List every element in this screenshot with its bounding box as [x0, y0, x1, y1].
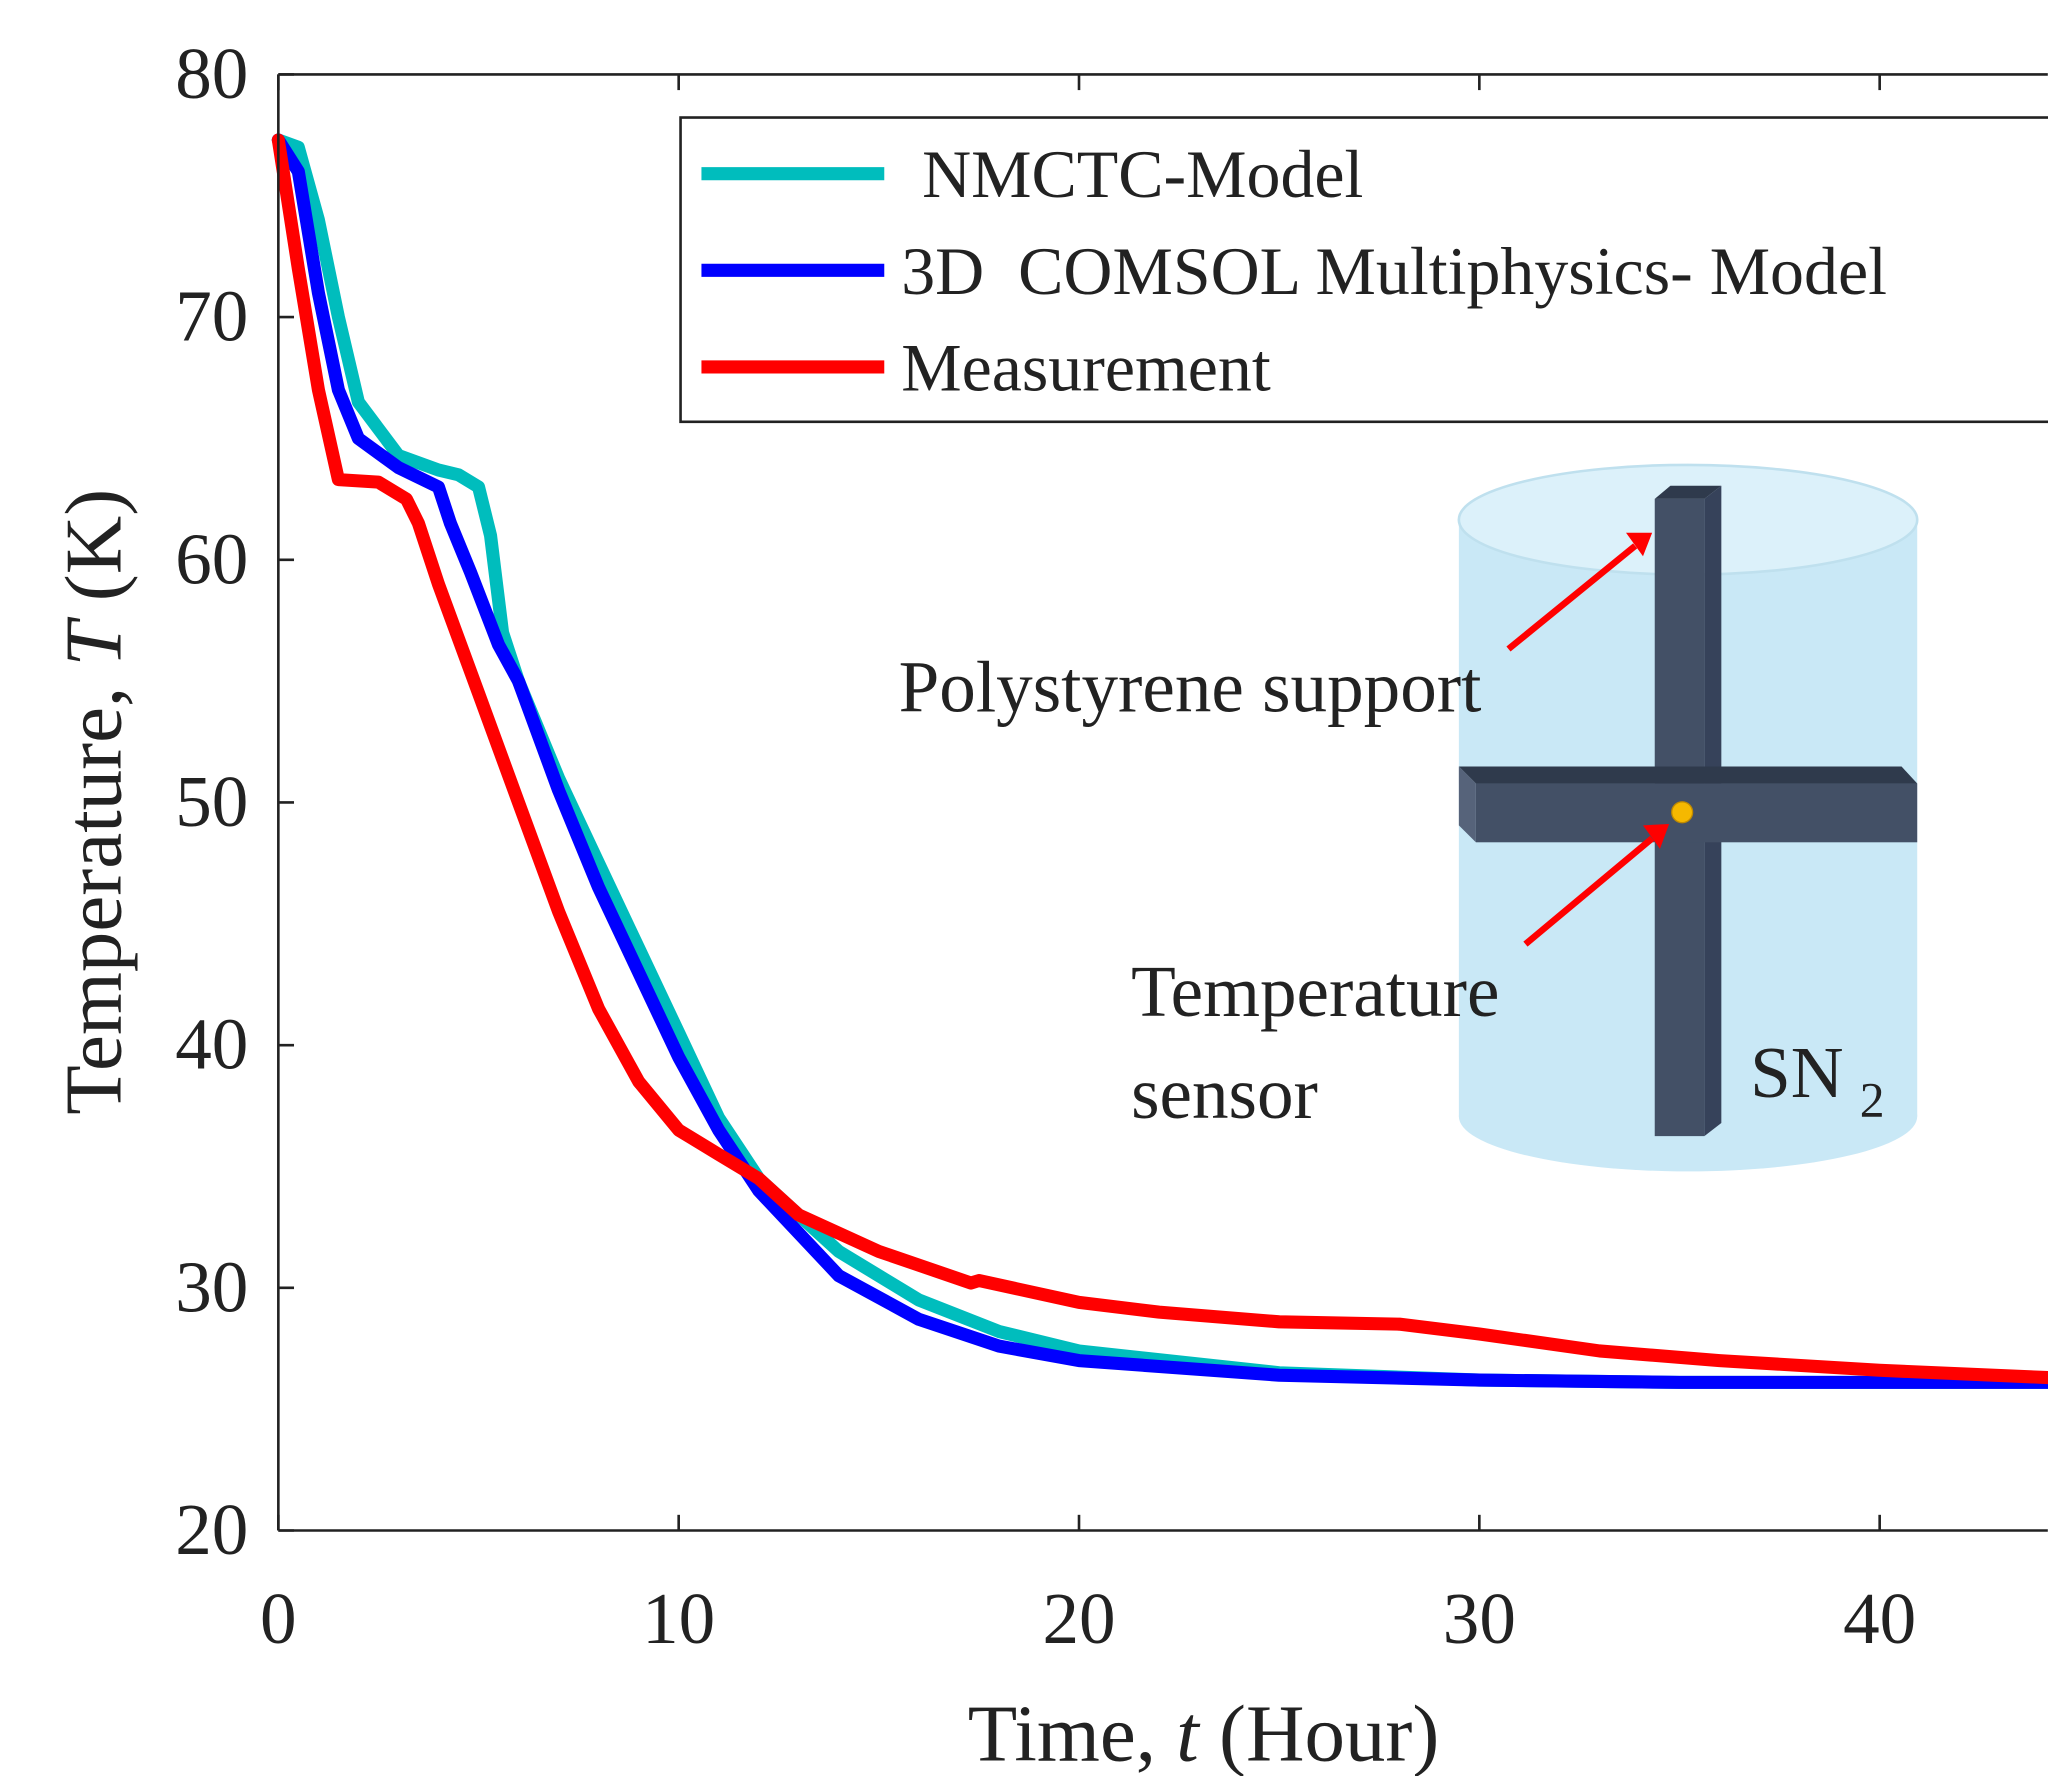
x-tick-label: 10 [642, 1578, 715, 1659]
x-tick-label: 30 [1443, 1578, 1516, 1659]
series-line [271, 133, 2048, 1389]
label-part: (Hour) [1199, 1688, 1440, 1776]
y-tick-label: 80 [175, 33, 248, 114]
y-tick-label: 20 [175, 1489, 248, 1570]
y-tick-label: 70 [175, 276, 248, 357]
arrow-head [1642, 824, 1670, 849]
legend-label: Measurement [901, 329, 1271, 405]
y-tick-label: 50 [175, 761, 248, 842]
label-part: T [48, 616, 138, 666]
y-tick-label: 60 [175, 518, 248, 599]
x-tick-label: 0 [260, 1578, 297, 1659]
series-line [271, 133, 2048, 1389]
annotation: 2 [1860, 1073, 1885, 1128]
arrow-head [1626, 532, 1653, 557]
bar-top [1654, 485, 1722, 499]
hbar-side [1458, 766, 1476, 843]
y-tick-label: 40 [175, 1004, 248, 1085]
annotation: Temperature [1131, 951, 1499, 1032]
label-part: Time, [968, 1688, 1176, 1776]
label-part: (K) [48, 489, 138, 622]
label-part: t [1176, 1688, 1201, 1776]
y-axis-label: Temperature, T (K) [48, 489, 138, 1115]
label-part: Temperature, [48, 666, 138, 1114]
arrow [1506, 543, 1638, 652]
annotation: Polystyrene support [899, 647, 1482, 728]
legend-box [679, 116, 2048, 424]
annotation: sensor [1131, 1053, 1318, 1134]
inset-diagram: Polystyrene support Temperature sensor S… [899, 463, 1919, 1172]
legend-label: 3D COMSOL Multiphysics- Model [901, 233, 1887, 309]
hbar-top [1458, 766, 1918, 784]
series-line [271, 133, 2048, 1385]
arrow [1523, 835, 1655, 947]
plot: 0 10 20 30 40 20 30 40 50 60 70 80 Time, t (Hour) Tem… [48, 33, 2048, 1776]
x-axis-label: Time, t (Hour) [968, 1688, 1440, 1776]
horizontal-bar [1475, 783, 1918, 843]
y-tick-label: 30 [175, 1246, 248, 1327]
x-tick-label: 20 [1042, 1578, 1115, 1659]
annotation: SN [1750, 1032, 1843, 1113]
x-tick-label: 40 [1843, 1578, 1916, 1659]
legend-label: NMCTC-Model [922, 136, 1363, 212]
sensor-dot [1671, 801, 1694, 824]
